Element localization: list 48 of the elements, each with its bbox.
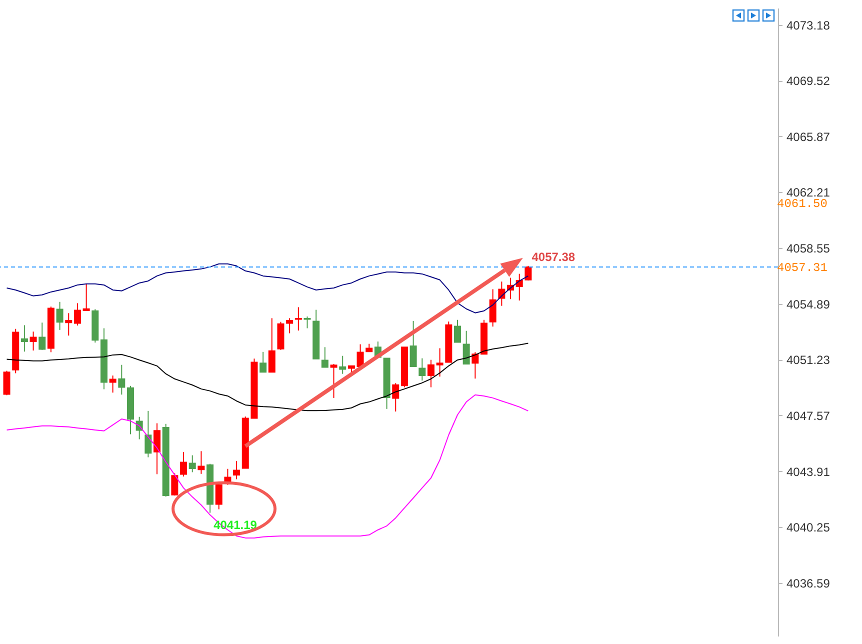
candlestick xyxy=(38,322,46,350)
y-tick-label: 4051.23 xyxy=(786,353,830,368)
candlestick xyxy=(198,450,205,474)
candlestick xyxy=(268,318,276,373)
candlestick xyxy=(294,306,302,332)
candlestick xyxy=(188,454,196,473)
y-tick-label: 4047.57 xyxy=(786,408,830,423)
candlestick xyxy=(56,301,64,330)
candlestick xyxy=(144,410,152,458)
line-series xyxy=(6,342,529,412)
candlestick xyxy=(454,319,461,343)
ref-line-label: 4057.31 xyxy=(777,260,828,275)
candlestick xyxy=(82,283,90,312)
candlestick xyxy=(304,316,311,329)
y-tick-label: 4036.59 xyxy=(786,576,830,590)
candlestick xyxy=(427,359,434,388)
y-tick-label: 4058.55 xyxy=(786,242,830,256)
candlestick xyxy=(339,355,346,374)
candlestick xyxy=(171,472,178,496)
y-tick-label: 4054.89 xyxy=(786,297,830,312)
candlestick xyxy=(286,318,294,334)
candlestick xyxy=(20,324,28,352)
candlestick xyxy=(489,288,496,328)
candlestick xyxy=(118,364,126,396)
candlestick xyxy=(154,422,161,475)
candlestick xyxy=(321,346,328,368)
y-tick-label: 4073.18 xyxy=(786,18,830,32)
candlestick xyxy=(418,358,426,382)
y-tick-label: 4040.25 xyxy=(786,520,830,535)
candlestick xyxy=(65,312,72,336)
candlestick xyxy=(392,382,400,412)
candlestick xyxy=(109,375,116,394)
candlestick xyxy=(30,331,37,352)
candlestick xyxy=(260,351,267,373)
candlestick xyxy=(330,363,338,398)
candlestick xyxy=(74,302,81,326)
candlestick xyxy=(180,451,188,477)
candlestick xyxy=(410,320,417,368)
y-tick-label: 4065.87 xyxy=(786,130,830,144)
annotation: 4057.38 xyxy=(532,250,576,264)
y-tick-label: 4069.52 xyxy=(786,74,830,88)
candlestick xyxy=(462,330,470,364)
candlestick xyxy=(233,460,240,480)
y-tick-label: 4043.91 xyxy=(786,464,830,479)
line-series xyxy=(6,394,529,538)
candlestick xyxy=(224,468,232,486)
candlestick xyxy=(472,352,479,380)
candlestick xyxy=(3,370,10,396)
